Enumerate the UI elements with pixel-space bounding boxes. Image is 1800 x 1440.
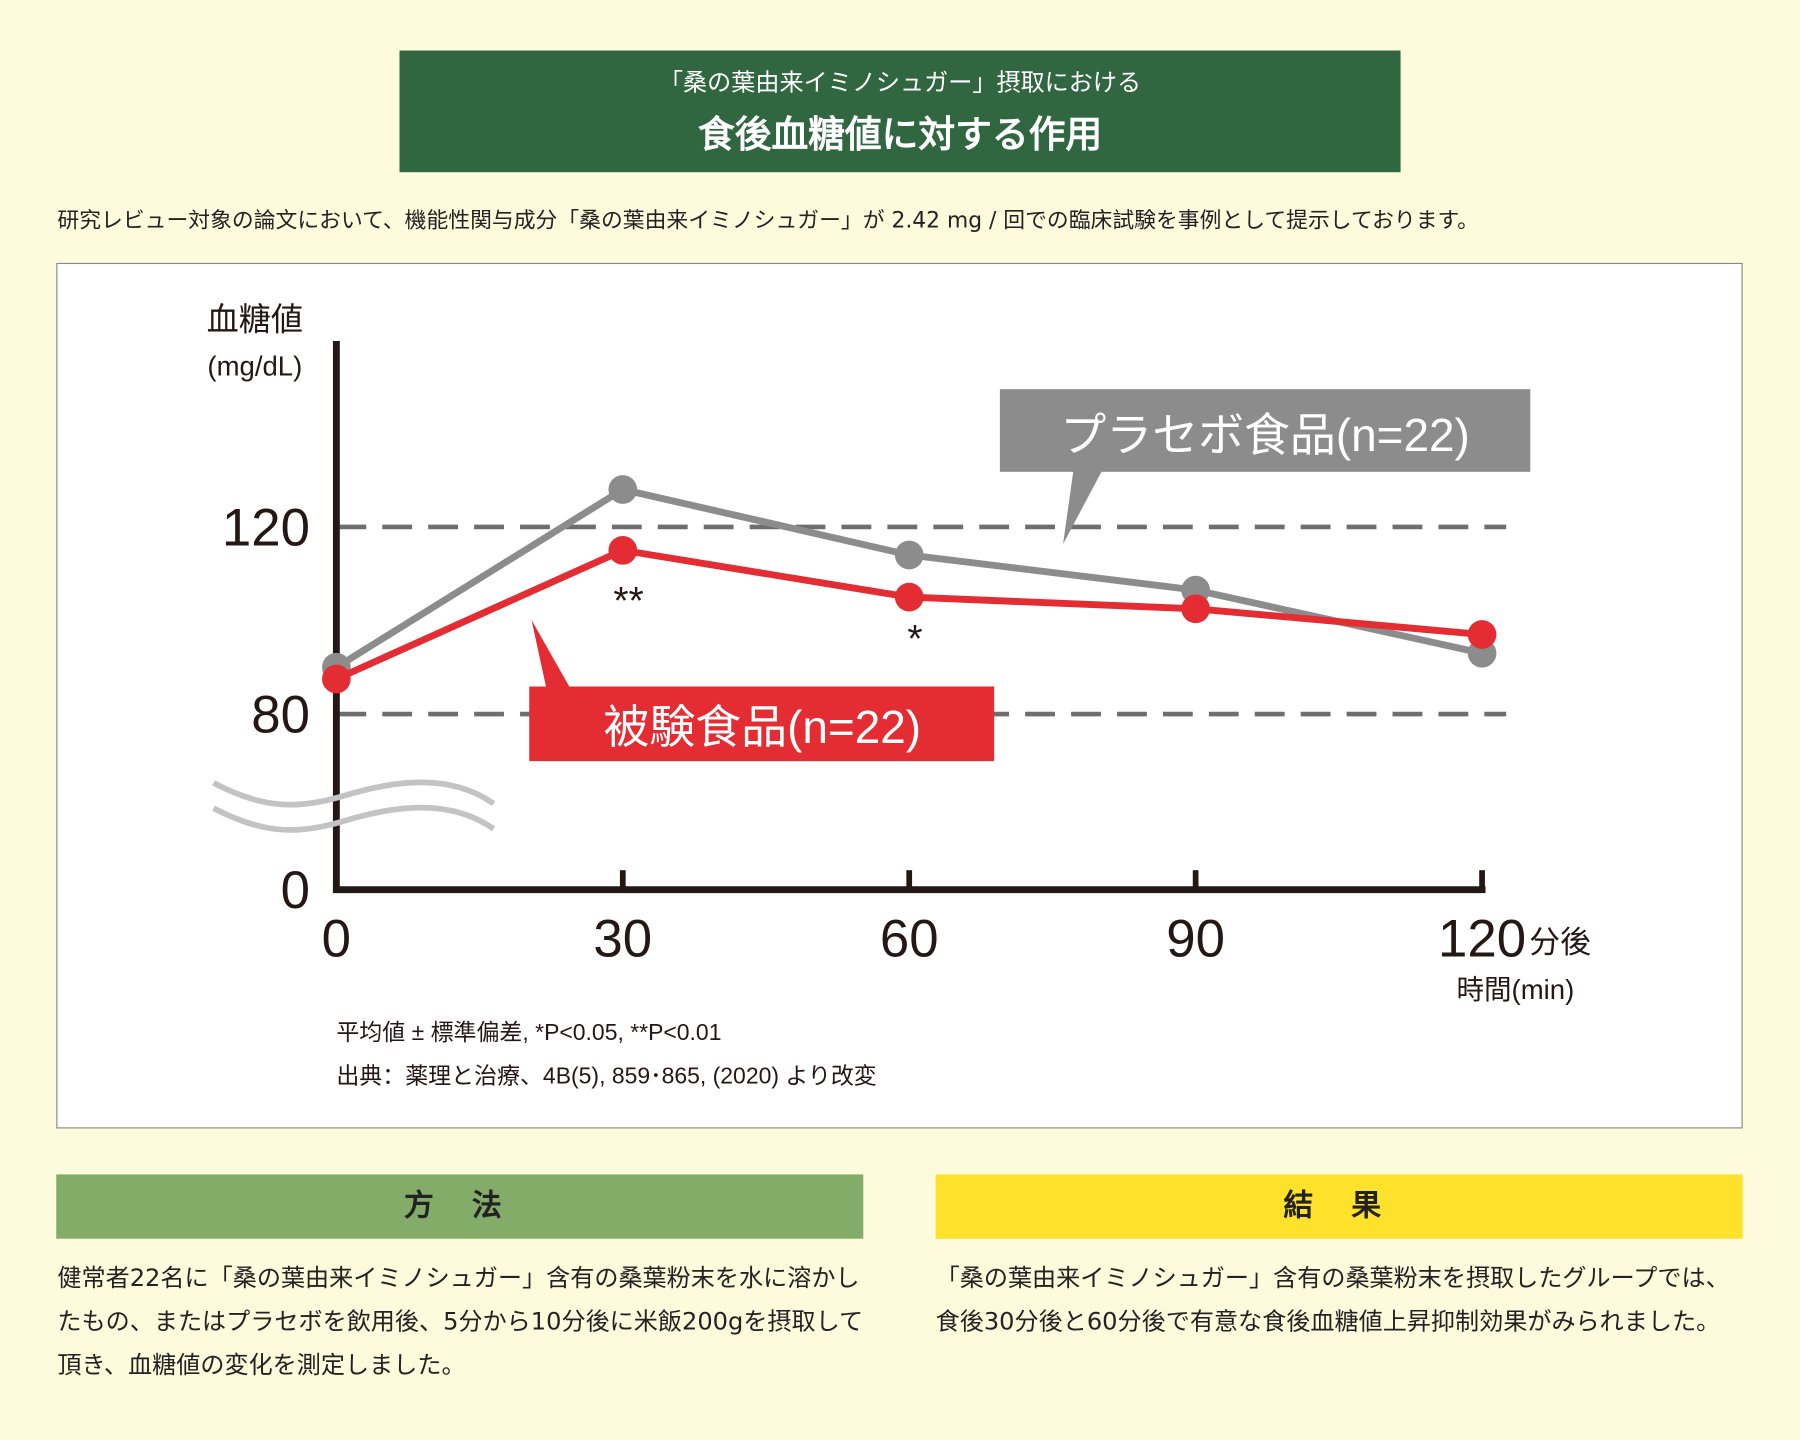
axis-break-wave-0 xyxy=(212,779,496,808)
test-callout xyxy=(529,686,995,762)
significance-mark: * xyxy=(907,618,922,661)
data-point-1-120 xyxy=(1467,620,1497,649)
y-tick-label: 80 xyxy=(251,685,310,744)
test-callout-tail xyxy=(531,619,571,689)
placebo-callout xyxy=(999,389,1531,472)
result-header: 結 果 xyxy=(935,1174,1743,1239)
significance-mark: ** xyxy=(613,580,643,623)
placebo-legend-label: プラセボ食品(n=22) xyxy=(1060,409,1469,461)
data-point-1-60 xyxy=(894,582,924,612)
y-axis-unit: (mg/dL) xyxy=(207,350,302,381)
x-tick-label: 30 xyxy=(593,909,652,968)
banner-title: 食後血糖値に対する作用 xyxy=(697,112,1103,157)
x-tick-label: 120 xyxy=(1438,909,1526,968)
title-banner: 「桑の葉由来イミノシュガー」摂取における 食後血糖値に対する作用 xyxy=(399,50,1401,173)
banner-subtitle: 「桑の葉由来イミノシュガー」摂取における xyxy=(658,68,1142,97)
data-point-1-0 xyxy=(322,664,351,694)
test-legend-label: 被験食品(n=22) xyxy=(603,701,921,753)
axis-break-wave-1 xyxy=(212,804,496,833)
x-tick-label: 90 xyxy=(1166,909,1225,968)
data-point-0-30 xyxy=(608,475,638,504)
chart-note: 平均値 ± 標準偏差, *P<0.05, **P<0.01 xyxy=(336,1019,721,1045)
data-point-1-30 xyxy=(608,535,638,565)
result-text: 「桑の葉由来イミノシュガー」含有の桑葉粉末を摂取したグループでは、食後30分後と… xyxy=(935,1263,1730,1336)
data-point-1-90 xyxy=(1181,594,1210,624)
y-tick-label: 0 xyxy=(281,861,310,920)
method-text: 健常者22名に「桑の葉由来イミノシュガー」含有の桑葉粉末を水に溶かしたもの、また… xyxy=(57,1263,864,1379)
x-axis-title: 時間(min) xyxy=(1456,974,1574,1005)
x-unit-label: 分後 xyxy=(1529,925,1591,960)
method-header: 方 法 xyxy=(56,1174,864,1239)
chart-note: 出典：薬理と治療、4B(5), 859･865, (2020) より改変 xyxy=(336,1063,876,1089)
lead-text: 研究レビュー対象の論文において、機能性関与成分「桑の葉由来イミノシュガー」が 2… xyxy=(57,207,1479,234)
placebo-callout-tail xyxy=(1063,470,1103,545)
line-chart: 0 30 60 90 120080120分後時間(min)血糖値(mg/dL)***プラ… xyxy=(207,302,1591,1089)
y-tick-label: 120 xyxy=(222,498,310,557)
x-tick-label: 0 xyxy=(322,909,351,968)
x-tick-label: 60 xyxy=(880,909,939,968)
y-axis-title: 血糖値 xyxy=(207,302,303,338)
data-point-0-60 xyxy=(894,540,924,570)
